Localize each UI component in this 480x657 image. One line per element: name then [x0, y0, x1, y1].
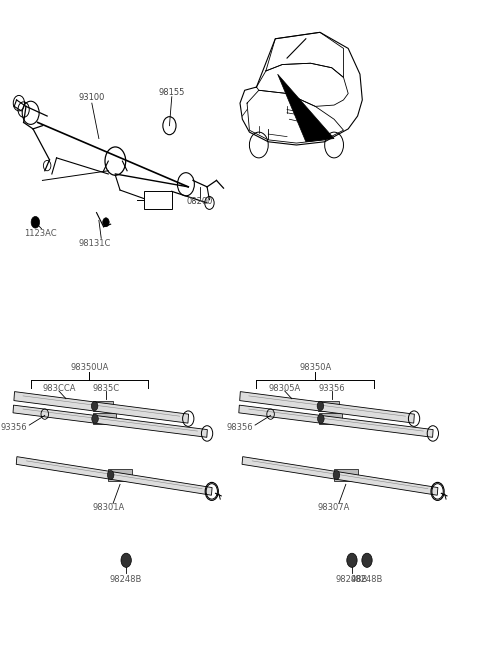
Text: 93356: 93356	[1, 422, 27, 432]
Polygon shape	[14, 392, 189, 423]
Circle shape	[121, 553, 132, 568]
Text: 93356: 93356	[318, 384, 345, 393]
Text: 983CCA: 983CCA	[42, 384, 76, 393]
Polygon shape	[13, 405, 207, 438]
Bar	[93, 401, 113, 411]
Circle shape	[318, 415, 324, 423]
Bar	[108, 469, 132, 481]
Text: 98305A: 98305A	[269, 384, 301, 393]
Polygon shape	[242, 457, 438, 495]
Circle shape	[103, 217, 109, 227]
Bar	[334, 469, 358, 481]
Circle shape	[92, 415, 98, 423]
Polygon shape	[239, 405, 433, 438]
Circle shape	[362, 553, 372, 568]
Text: 98248B: 98248B	[336, 575, 368, 584]
Text: 98155: 98155	[158, 87, 185, 97]
Bar	[319, 413, 342, 424]
Bar	[318, 401, 339, 411]
Text: 98301A: 98301A	[92, 503, 124, 512]
Circle shape	[317, 401, 324, 411]
Text: 98307A: 98307A	[318, 503, 350, 512]
Text: 9835C: 9835C	[92, 384, 120, 393]
Text: 98356: 98356	[227, 422, 253, 432]
Text: 1123AC: 1123AC	[24, 229, 56, 238]
Polygon shape	[16, 457, 212, 495]
Bar	[144, 191, 172, 210]
Polygon shape	[277, 74, 334, 142]
Circle shape	[347, 553, 357, 568]
Polygon shape	[240, 392, 414, 423]
Bar	[93, 413, 116, 424]
Circle shape	[91, 401, 98, 411]
Text: 98248B: 98248B	[110, 575, 143, 584]
Text: 98350UA: 98350UA	[70, 363, 108, 372]
Text: 93100: 93100	[79, 93, 105, 102]
Text: 98248B: 98248B	[351, 575, 383, 584]
Text: 08200: 08200	[187, 197, 213, 206]
Text: 98350A: 98350A	[299, 363, 331, 372]
Circle shape	[31, 216, 40, 228]
Circle shape	[333, 470, 340, 480]
Circle shape	[108, 470, 114, 480]
Text: 98131C: 98131C	[79, 239, 111, 248]
